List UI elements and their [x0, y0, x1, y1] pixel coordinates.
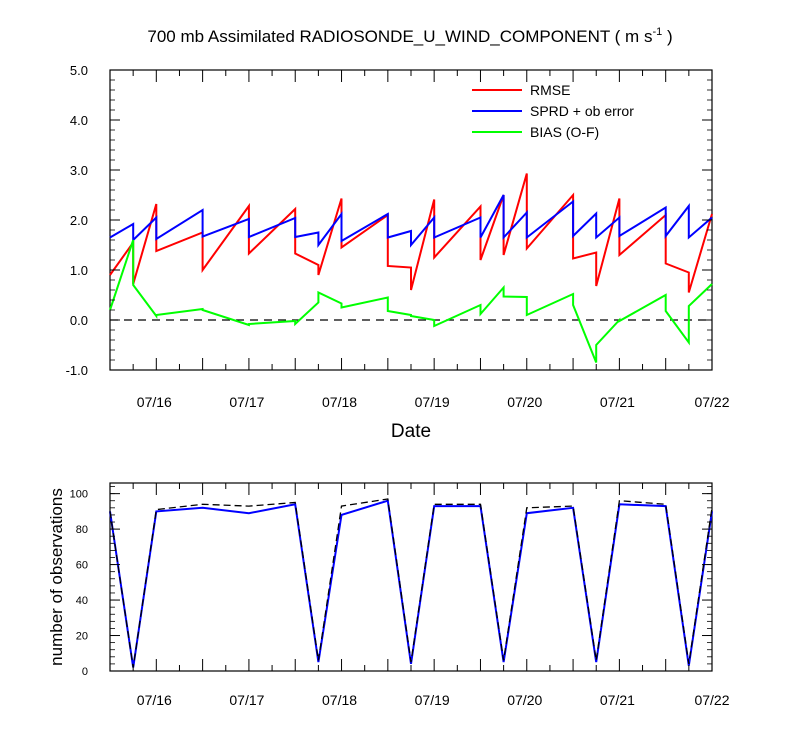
bottom-xtick-label: 07/19: [415, 692, 450, 708]
top-xtick-label: 07/21: [600, 394, 635, 410]
bottom-ytick-label: 80: [76, 524, 88, 536]
top-ytick-label: 2.0: [70, 213, 88, 228]
top-series-bias-o-f: [109, 239, 713, 363]
x-axis-label: Date: [391, 421, 431, 442]
bottom-ytick-label: 40: [76, 595, 88, 607]
top-xtick-label: 07/18: [322, 394, 357, 410]
bottom-xtick-label: 07/21: [600, 692, 635, 708]
bottom-chart: 100 80 60 40 20 0 07/16 07/17 07/18 07/19 07/20 07…: [47, 482, 730, 708]
top-series-rmse: [109, 173, 713, 293]
legend-label: SPRD + ob error: [530, 103, 634, 119]
bottom-xtick-label: 07/17: [229, 692, 264, 708]
y-axis-label-observations: number of observations: [47, 488, 66, 666]
top-ytick-label: 4.0: [70, 113, 88, 128]
top-xtick-label: 07/16: [137, 394, 172, 410]
bottom-plot-frame: [109, 482, 713, 672]
bottom-xtick-label: 07/16: [137, 692, 172, 708]
bottom-xtick-label: 07/22: [694, 692, 729, 708]
bottom-ytick-label: 60: [76, 560, 88, 572]
bottom-ytick-label: 100: [70, 489, 88, 501]
top-ytick-label: 1.0: [70, 263, 88, 278]
bottom-ytick-label: 20: [76, 631, 88, 643]
bottom-series-observations-used: [109, 499, 713, 668]
bottom-xtick-label: 07/20: [507, 692, 542, 708]
legend-label: BIAS (O-F): [530, 124, 599, 140]
top-chart: 5.0 4.0 3.0 2.0 1.0 0.0 -1.0 07/16 07/17 07/18 07…: [66, 63, 730, 442]
bottom-series-observations-possible: [109, 498, 713, 668]
legend-label: RMSE: [530, 82, 570, 98]
top-ytick-label: 0.0: [70, 313, 88, 328]
top-xtick-label: 07/20: [507, 394, 542, 410]
bottom-xtick-label: 07/18: [322, 692, 357, 708]
chart-title: 700 mb Assimilated RADIOSONDE_U_WIND_COM…: [147, 26, 672, 46]
legend: RMSE SPRD + ob error BIAS (O-F): [472, 82, 634, 140]
top-ytick-label: 3.0: [70, 163, 88, 178]
top-ytick-label: 5.0: [70, 63, 88, 78]
top-xtick-label: 07/17: [229, 394, 264, 410]
top-xtick-label: 07/22: [694, 394, 729, 410]
bottom-ytick-label: 0: [82, 666, 88, 678]
top-ytick-label: -1.0: [66, 363, 88, 378]
top-xtick-label: 07/19: [415, 394, 450, 410]
top-series-sprd-ob-error: [109, 194, 713, 249]
